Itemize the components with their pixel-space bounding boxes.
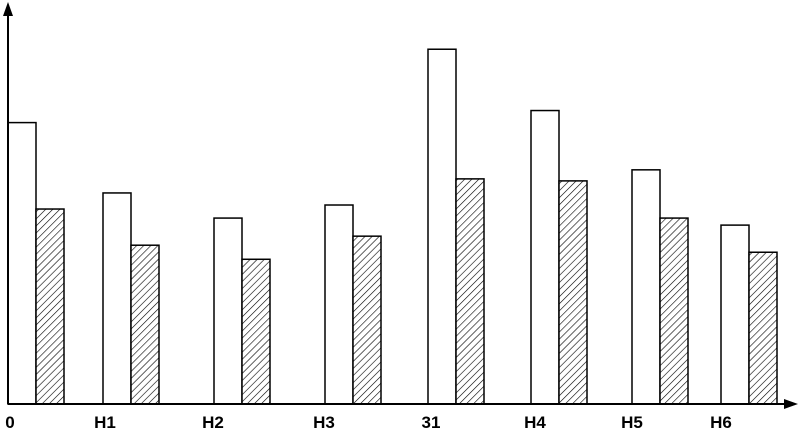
x-axis-arrow — [784, 399, 798, 409]
bar-hatched-H6 — [748, 251, 778, 405]
bar-open-H2 — [213, 217, 243, 405]
bar-hatched-H2 — [241, 258, 271, 405]
bar-hatched-H5 — [659, 217, 689, 405]
bar-open-H6 — [720, 224, 750, 405]
x-tick-label: 31 — [422, 413, 441, 432]
bar-hatched-31 — [455, 178, 485, 405]
x-tick-label: H5 — [621, 413, 643, 432]
x-tick-label: H4 — [524, 413, 546, 432]
x-tick-label: 0 — [5, 413, 14, 432]
x-tick-label: H1 — [94, 413, 116, 432]
bar-hatched-H3 — [352, 235, 382, 405]
x-tick-label: H3 — [313, 413, 335, 432]
bars-group — [7, 48, 778, 405]
bar-open-H5 — [631, 169, 661, 405]
bar-hatched-0 — [35, 208, 65, 405]
y-axis-arrow — [3, 2, 13, 16]
bar-open-31 — [427, 48, 457, 405]
bar-hatched-H1 — [130, 244, 160, 405]
bar-open-H1 — [102, 192, 132, 405]
x-tick-label: H2 — [202, 413, 224, 432]
axes-group — [3, 2, 798, 409]
bar-open-0 — [7, 121, 37, 405]
bar-open-H3 — [324, 204, 354, 405]
bar-open-H4 — [530, 109, 560, 405]
x-tick-label: H6 — [710, 413, 732, 432]
bar-hatched-H4 — [558, 180, 588, 405]
x-tick-labels: 0 H1 H2 H3 31 H4 H5 H6 — [5, 413, 732, 432]
